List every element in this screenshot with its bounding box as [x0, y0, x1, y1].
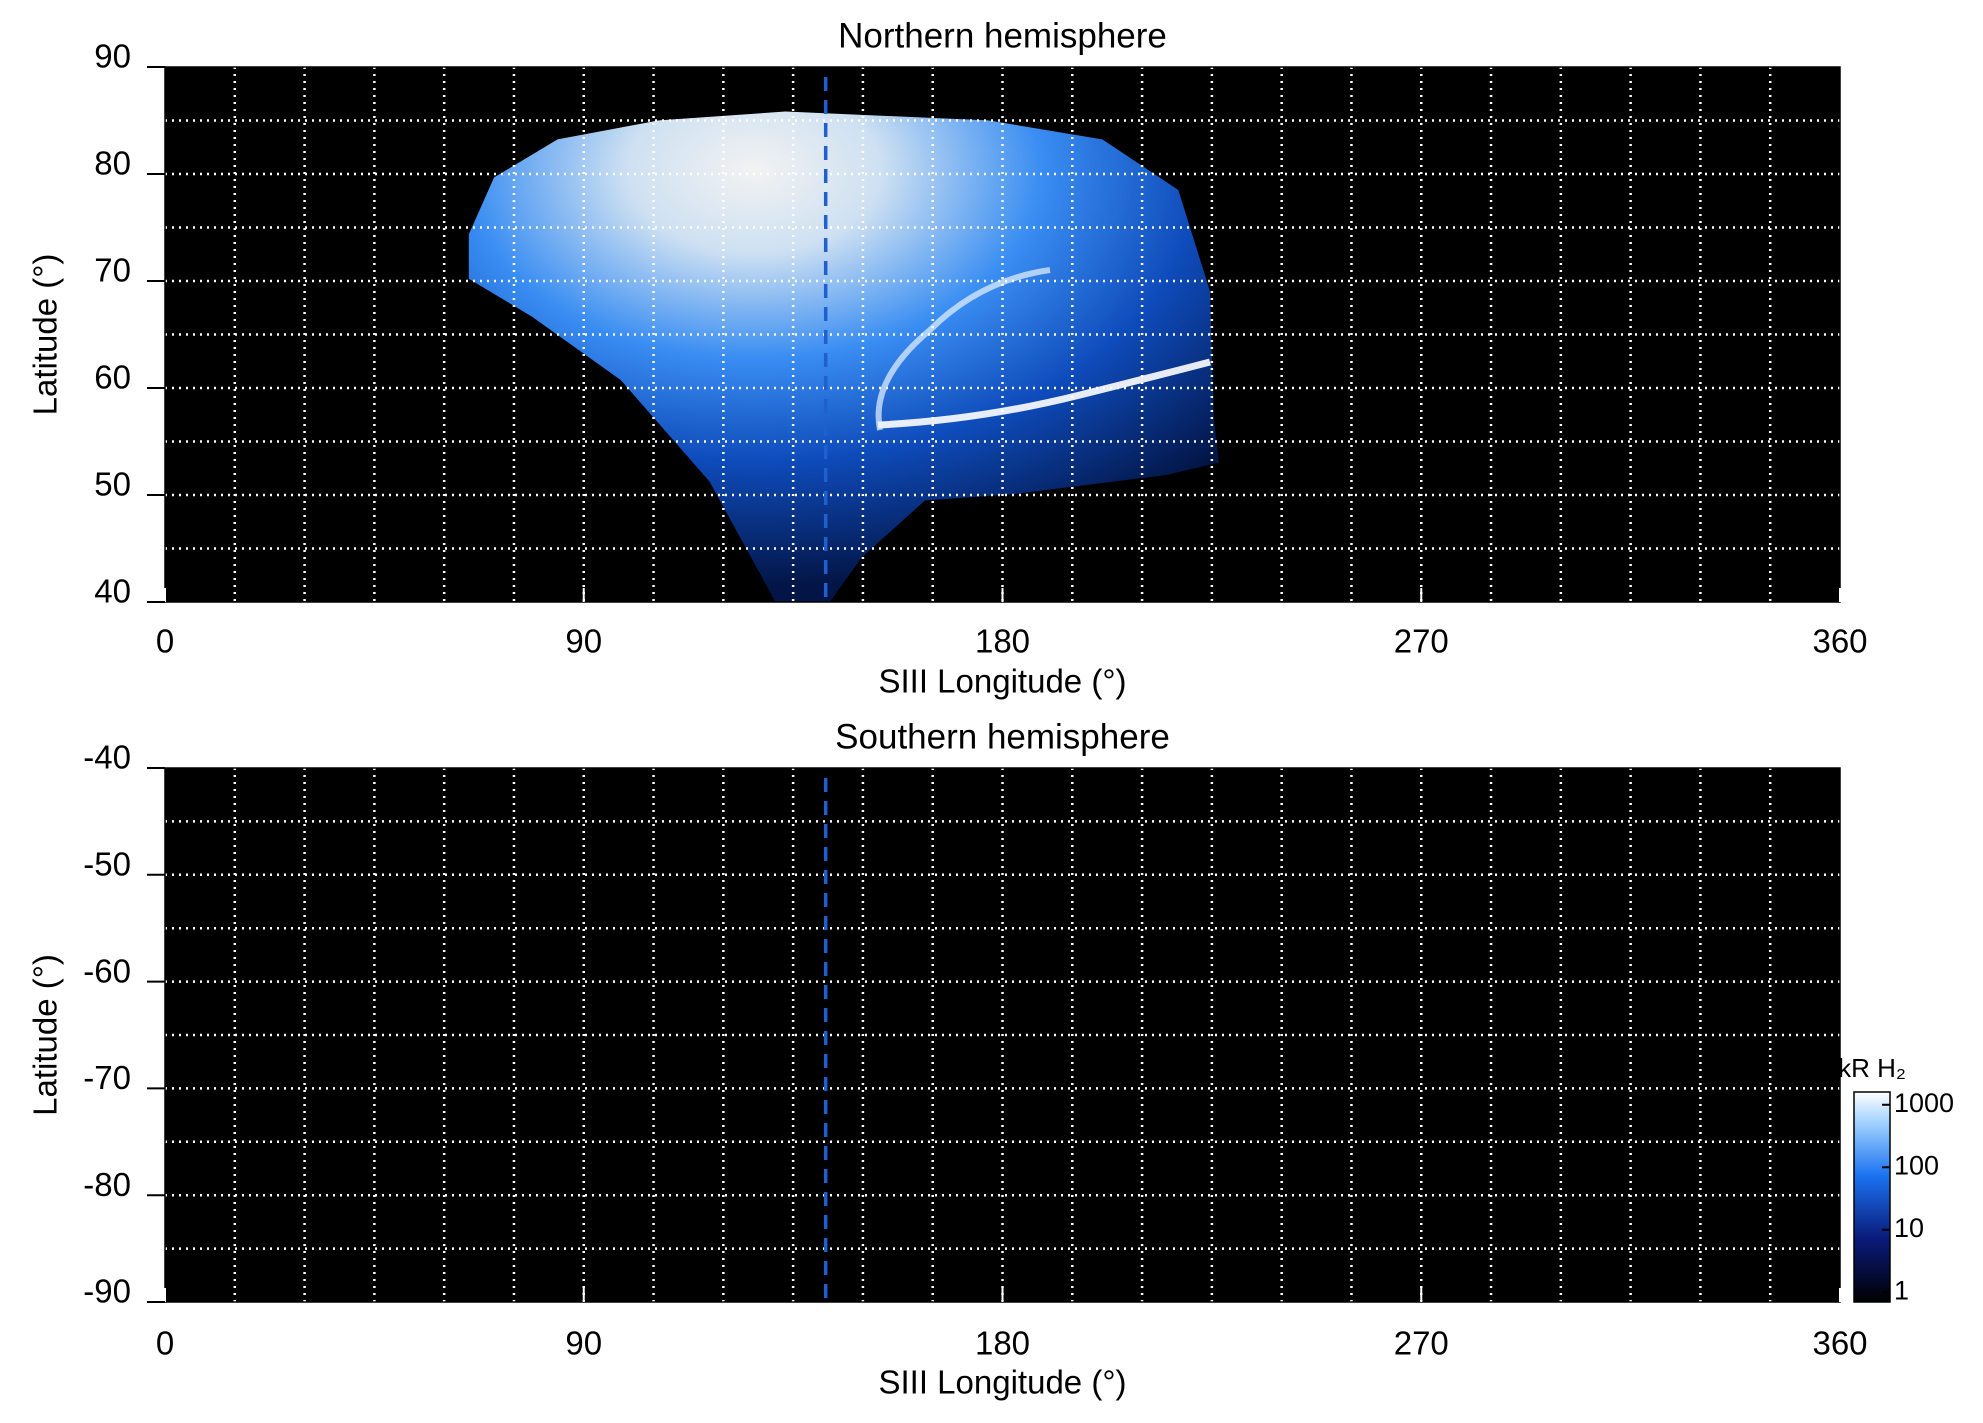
x-tick-label: 360 [1812, 1325, 1867, 1362]
y-tick-label: 90 [94, 38, 131, 75]
x-tick-label: 180 [975, 1325, 1030, 1362]
y-tick-label: -50 [83, 846, 131, 883]
x-tick-label: 90 [565, 1325, 602, 1362]
y-tick-label: 70 [94, 252, 131, 289]
chart-title: Northern hemisphere [838, 16, 1167, 55]
y-tick-label: -80 [83, 1166, 131, 1203]
y-tick-label: -40 [83, 739, 131, 776]
plots: 0 90 180 270 360 40 50 60 70 80 90 Northern hemisph… [27, 16, 1954, 1400]
x-axis-title: SIII Longitude (°) [879, 663, 1127, 700]
colorbar-title: kR H₂ [1838, 1053, 1906, 1083]
y-tick-label: 80 [94, 145, 131, 182]
colorbar-tick-label: 100 [1894, 1150, 1939, 1180]
chart-title: Southern hemisphere [835, 717, 1170, 756]
x-tick-label: 270 [1394, 623, 1449, 660]
colorbar [1853, 1091, 1891, 1303]
y-tick-label: 50 [94, 466, 131, 503]
x-tick-label: 270 [1394, 1325, 1449, 1362]
y-tick-label: -90 [83, 1273, 131, 1310]
y-axis-title: Latitude (°) [27, 254, 64, 416]
x-tick-label: 0 [156, 1325, 174, 1362]
colorbar-tick-label: 10 [1894, 1213, 1924, 1243]
x-axis-title: SIII Longitude (°) [879, 1364, 1127, 1401]
x-tick-label: 90 [565, 623, 602, 660]
colorbar-tick-label: 1 [1894, 1275, 1909, 1305]
colorbar-tick-label: 1000 [1894, 1088, 1954, 1118]
y-tick-label: 60 [94, 359, 131, 396]
x-tick-label: 360 [1812, 623, 1867, 660]
y-axis-title: Latitude (°) [27, 954, 64, 1116]
aurora-emission [468, 111, 1219, 602]
x-tick-label: 0 [156, 623, 174, 660]
y-tick-label: -60 [83, 952, 131, 989]
y-tick-label: -70 [83, 1059, 131, 1096]
y-tick-label: 40 [94, 573, 131, 610]
aurora-arc [875, 267, 1051, 431]
x-tick-label: 180 [975, 623, 1030, 660]
